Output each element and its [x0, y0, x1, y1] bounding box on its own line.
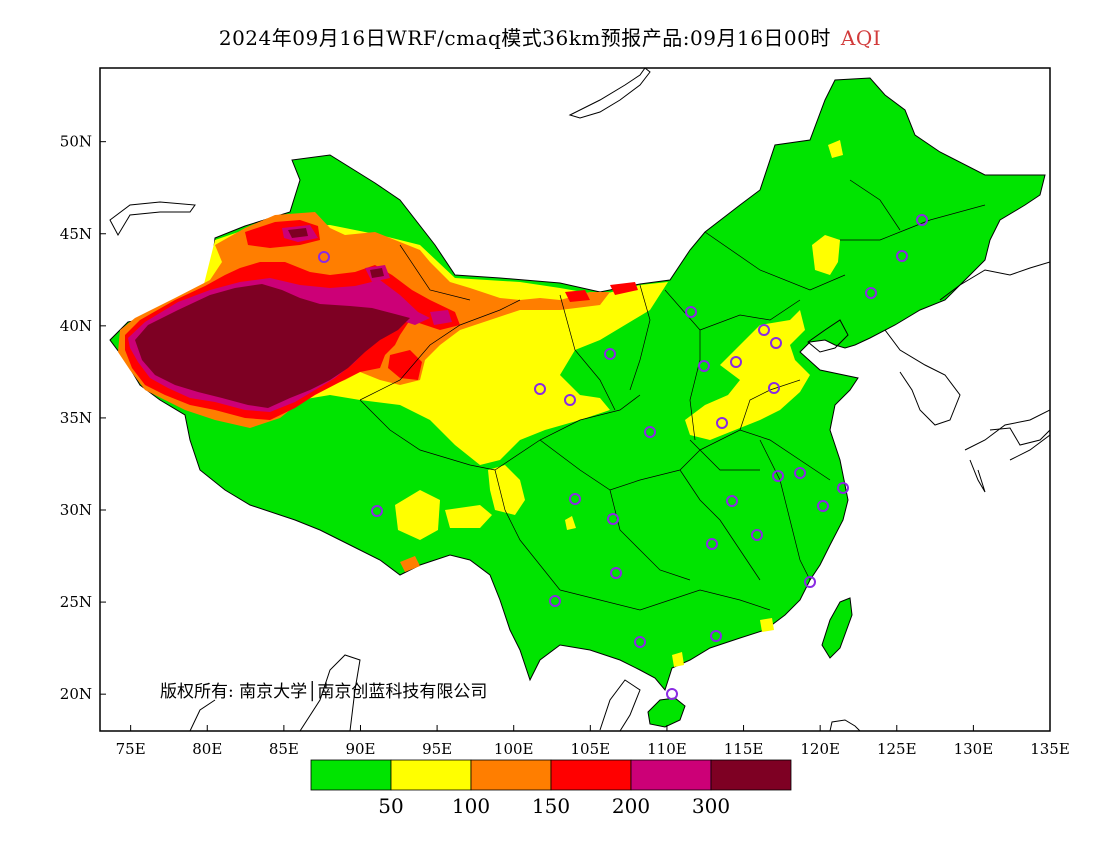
colorbar-label: 50 — [378, 794, 403, 818]
y-tick-label: 25N — [60, 593, 92, 611]
coastlines — [109, 68, 1050, 731]
x-tick-label: 95E — [422, 740, 452, 758]
x-tick-label: 105E — [571, 740, 611, 758]
unhealthy-region-east — [610, 282, 638, 295]
y-tick-label: 45N — [60, 225, 92, 243]
copyright-text: 版权所有: 南京大学│南京创蓝科技有限公司 — [160, 681, 487, 702]
hazardous-region-taklamakan — [135, 284, 410, 408]
moderate-region-sichuan — [488, 465, 525, 515]
hazardous-spot-1 — [288, 228, 308, 238]
moderate-region-north-china — [685, 310, 810, 440]
x-tick-label: 120E — [800, 740, 840, 758]
x-tick-label: 90E — [345, 740, 375, 758]
moderate-region-ne — [812, 235, 840, 275]
y-tick-label: 50N — [60, 133, 92, 151]
colorbar-label: 200 — [612, 794, 650, 818]
x-axis: 75E 80E 85E 90E 95E 100E 105E 110E 115E 120E 125E 1… — [116, 725, 1070, 758]
colorbar-swatch — [630, 759, 712, 791]
taiwan-island — [821, 597, 853, 659]
x-tick-label: 100E — [494, 740, 534, 758]
map-frame — [99, 67, 1051, 732]
colorbar-swatch — [710, 759, 792, 791]
moderate-region-ne-2 — [828, 140, 843, 158]
colorbar-swatch — [550, 759, 632, 791]
x-tick-label: 130E — [954, 740, 994, 758]
colorbar-label: 300 — [692, 794, 730, 818]
y-tick-label: 20N — [60, 685, 92, 703]
map-content: 版权所有: 南京大学│南京创蓝科技有限公司 — [109, 68, 1050, 731]
colorbar-swatch — [470, 759, 552, 791]
station-markers — [318, 214, 928, 700]
x-tick-label: 75E — [116, 740, 146, 758]
x-tick-label: 125E — [877, 740, 917, 758]
moderate-region-tibet — [395, 490, 440, 540]
y-tick-label: 30N — [60, 501, 92, 519]
moderate-region-yunnan — [565, 516, 576, 530]
hazardous-spot-2 — [370, 268, 384, 278]
x-tick-label: 115E — [724, 740, 764, 758]
moderate-region-tibet-2 — [445, 505, 492, 528]
very-unhealthy-region-4 — [430, 310, 452, 325]
colorbar-label: 100 — [452, 794, 490, 818]
title-variable: AQI — [840, 26, 882, 50]
x-tick-label: 110E — [647, 740, 687, 758]
x-tick-label: 80E — [192, 740, 222, 758]
x-tick-label: 135E — [1030, 740, 1070, 758]
y-axis: 20N 25N 30N 35N 40N 45N 50N — [60, 133, 106, 703]
aqi-colorbar: 50 100 150 200 300 — [310, 759, 792, 818]
colorbar-swatch — [390, 759, 472, 791]
title-main: 2024年09月16日WRF/cmaq模式36km预报产品:09月16日00时 — [218, 26, 831, 50]
y-tick-label: 40N — [60, 317, 92, 335]
hainan-island — [647, 697, 686, 728]
colorbar-swatch — [310, 759, 392, 791]
x-tick-label: 85E — [269, 740, 299, 758]
unhealthy-region-inner-mongolia — [565, 290, 590, 302]
moderate-region-hunan — [760, 618, 774, 632]
map-title: 2024年09月16日WRF/cmaq模式36km预报产品:09月16日00时 A… — [0, 22, 1100, 51]
colorbar-label: 150 — [532, 794, 570, 818]
usg-region-tibet — [400, 556, 420, 572]
unhealthy-region-qaidam — [388, 350, 422, 380]
y-tick-label: 35N — [60, 409, 92, 427]
moderate-region-guangxi — [672, 652, 684, 667]
